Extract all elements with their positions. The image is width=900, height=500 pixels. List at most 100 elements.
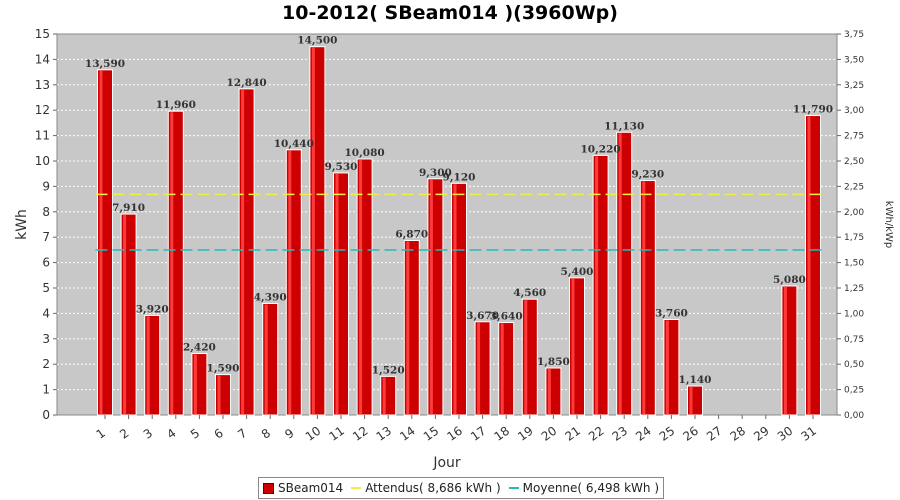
x-tick-label: 13 [374,424,395,444]
x-tick-label: 14 [397,424,418,444]
axes-layer: 01234567891011121314150,000,250,500,751,… [35,27,865,444]
data-label: 1,140 [679,374,712,386]
x-tick-label: 23 [610,424,631,444]
data-label: 7,910 [112,202,145,214]
data-label: 3,640 [490,311,523,323]
data-label: 5,400 [561,266,594,278]
y-tick-label: 3 [42,332,50,346]
y-tick-label-right: 1,75 [844,233,864,243]
bar-highlight [595,156,599,415]
data-label: 9,530 [325,161,358,173]
y-tick-label-right: 3,25 [844,81,864,91]
x-tick-label: 10 [303,424,324,444]
y-tick-label-right: 2,00 [844,208,864,218]
bar-highlight [146,316,150,414]
x-tick-label: 26 [680,424,701,444]
reference-lines-layer [95,193,823,251]
legend-item-attendus: Attendus( 8,686 kWh ) [351,481,501,495]
data-label: 2,420 [183,342,216,354]
x-tick-label: 11 [326,424,347,444]
plot-area [56,33,838,416]
x-tick-label: 3 [141,426,155,442]
x-tick-label: 7 [235,426,249,442]
bar-highlight [524,300,528,414]
data-labels-layer: 13,590 7,910 3,920 11,960 2,420 1,590 12,840 4,… [85,35,833,386]
data-label: 3,670 [466,310,499,322]
x-tick-label: 5 [188,426,202,442]
grid-layer [57,58,837,391]
bar-highlight [807,116,811,414]
data-label: 6,870 [395,229,428,241]
data-label: 3,920 [136,303,169,315]
x-tick-label: 31 [798,424,819,444]
x-tick-label: 19 [515,424,536,444]
data-label: 9,300 [419,167,452,179]
bar-highlight [783,286,787,414]
y-tick-label-right: 1,50 [844,259,864,269]
legend-item-moyenne: Moyenne( 6,498 kWh ) [508,481,659,495]
x-tick-label: 28 [728,424,749,444]
y-tick-label-right: 2,25 [844,182,864,192]
x-tick-label: 25 [657,424,678,444]
bar-highlight [335,173,339,414]
y-axis-label-right: kWh/kWp [883,201,894,248]
y-tick-label-right: 0,75 [844,335,864,345]
bar-highlight [359,159,363,414]
x-tick-label: 16 [444,424,465,444]
bar-highlight [477,322,481,414]
bar-highlight [123,215,127,414]
data-label: 1,850 [537,356,570,368]
y-tick-label: 13 [35,78,50,92]
y-tick-label-right: 0,50 [844,360,864,370]
bar-highlight [193,354,197,414]
x-tick-label: 29 [751,424,772,444]
data-label: 10,080 [345,147,385,159]
data-label: 1,520 [372,364,405,376]
bar-highlight [642,181,646,414]
bar-highlight [500,323,504,414]
data-label: 11,130 [604,120,644,132]
x-tick-label: 17 [468,424,489,444]
data-label: 5,080 [773,274,806,286]
legend-swatch-moyenne [508,487,519,489]
y-tick-label: 4 [42,306,50,320]
y-tick-label: 15 [35,27,50,41]
x-axis-label: Jour [432,455,461,471]
bar-highlight [571,278,575,414]
bar-highlight [689,387,693,414]
y-tick-label-right: 1,00 [844,309,864,319]
chart-title: 10-2012( SBeam014 )(3960Wp) [282,2,618,24]
y-tick-label: 6 [42,256,50,270]
y-tick-label-right: 0,25 [844,386,864,396]
data-label: 4,390 [254,291,287,303]
data-label: 1,590 [207,363,240,375]
bar-highlight [382,377,386,414]
x-tick-label: 1 [94,426,108,442]
bar-highlight [241,89,245,414]
legend-label-moyenne: Moyenne( 6,498 kWh ) [522,481,659,495]
data-label: 9,120 [443,171,476,183]
bar-highlight [264,304,268,414]
y-tick-label-right: 3,75 [844,30,864,40]
bar-highlight [217,375,221,414]
x-tick-label: 9 [282,426,296,442]
x-tick-label: 22 [586,424,607,444]
y-axis-label: kWh [14,209,30,240]
x-tick-label: 12 [350,424,371,444]
bar-highlight [453,184,457,414]
legend-label-bars: SBeam014 [278,481,344,495]
data-label: 12,840 [227,77,267,89]
data-label: 4,560 [513,287,546,299]
x-tick-label: 6 [212,426,226,442]
y-tick-label-right: 0,00 [844,411,864,421]
x-tick-label: 24 [633,424,654,444]
legend-swatch-attendus [351,487,362,489]
y-tick-label: 1 [42,383,50,397]
bar-highlight [311,47,315,414]
bar-highlight [618,133,622,414]
y-tick-label-right: 3,00 [844,106,864,116]
y-tick-label: 7 [42,230,50,244]
x-tick-label: 8 [259,426,273,442]
bar-highlight [99,70,103,415]
